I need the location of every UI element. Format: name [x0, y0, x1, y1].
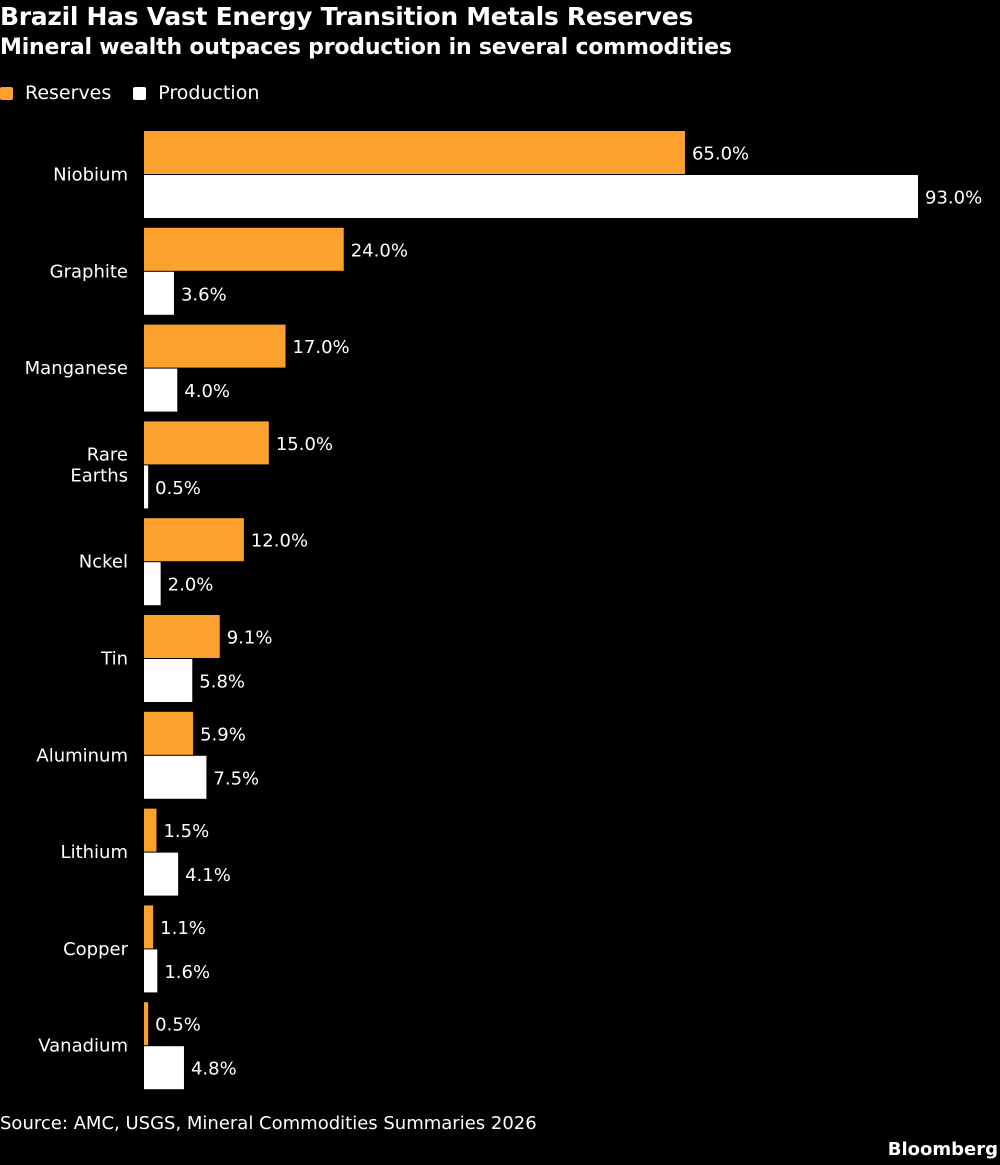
category-label-niobium: Niobium: [53, 165, 128, 186]
legend-swatch-reserves: [0, 86, 13, 100]
data-label-reserves-nckel: 12.0%: [251, 531, 308, 552]
data-label-production-vanadium: 4.8%: [191, 1059, 237, 1080]
data-label-production-rare-earths: 0.5%: [155, 478, 201, 499]
data-label-production-graphite: 3.6%: [181, 284, 227, 305]
bar-production-graphite: [144, 271, 174, 315]
category-label-copper: Copper: [63, 939, 129, 960]
data-label-production-niobium: 93.0%: [925, 188, 982, 209]
data-label-production-aluminum: 7.5%: [213, 768, 259, 789]
chart-subtitle: Mineral wealth outpaces production in se…: [0, 35, 732, 60]
bar-reserves-manganese: [144, 324, 286, 368]
bar-production-tin: [144, 659, 193, 702]
data-label-production-tin: 5.8%: [199, 672, 245, 693]
bar-production-manganese: [144, 368, 178, 412]
data-label-reserves-lithium: 1.5%: [163, 821, 209, 842]
category-label-graphite: Graphite: [50, 261, 128, 282]
bar-reserves-niobium: [144, 131, 685, 174]
source-note: Source: AMC, USGS, Mineral Commodities S…: [0, 1113, 537, 1134]
data-label-reserves-graphite: 24.0%: [351, 240, 408, 261]
chart-title: Brazil Has Vast Energy Transition Metals…: [0, 2, 694, 31]
legend-item-production: Production: [133, 82, 259, 104]
data-label-production-nckel: 2.0%: [168, 575, 214, 596]
data-label-reserves-tin: 9.1%: [227, 628, 273, 649]
bar-reserves-tin: [144, 615, 220, 658]
bar-reserves-lithium: [144, 808, 157, 852]
data-label-production-copper: 1.6%: [164, 962, 210, 983]
bar-production-aluminum: [144, 755, 207, 799]
bar-reserves-nckel: [144, 518, 244, 562]
legend-item-reserves: Reserves: [0, 82, 111, 104]
category-label-rare-earths: Rare Earths: [70, 444, 128, 486]
data-label-reserves-aluminum: 5.9%: [200, 724, 246, 745]
bar-reserves-vanadium: [144, 1002, 149, 1046]
legend-label-production: Production: [158, 82, 260, 104]
bar-production-lithium: [144, 852, 179, 896]
data-label-production-manganese: 4.0%: [184, 381, 230, 402]
chart-legend: Reserves Production: [0, 82, 281, 104]
category-label-aluminum: Aluminum: [36, 745, 128, 766]
bar-production-rare-earths: [144, 465, 149, 509]
bar-reserves-aluminum: [144, 711, 194, 755]
category-label-nckel: Nckel: [79, 552, 128, 573]
data-label-reserves-niobium: 65.0%: [692, 144, 749, 165]
bar-chart: Niobium 65.0% 93.0% Graphite 24.0% 3.6% Mangan…: [25, 131, 982, 1090]
bar-reserves-rare-earths: [144, 421, 269, 465]
category-label-vanadium: Vanadium: [38, 1036, 128, 1057]
data-label-reserves-vanadium: 0.5%: [155, 1015, 201, 1036]
category-label-tin: Tin: [100, 649, 128, 670]
bar-production-vanadium: [144, 1046, 184, 1090]
bar-reserves-graphite: [144, 227, 344, 271]
legend-swatch-production: [133, 86, 147, 100]
bloomberg-logo: Bloomberg: [887, 1139, 998, 1160]
bar-production-nckel: [144, 562, 161, 606]
category-label-manganese: Manganese: [25, 358, 128, 379]
data-label-production-lithium: 4.1%: [185, 865, 231, 886]
data-label-reserves-rare-earths: 15.0%: [276, 434, 333, 455]
category-label-lithium: Lithium: [61, 842, 128, 863]
data-label-reserves-copper: 1.1%: [160, 918, 206, 939]
bar-reserves-copper: [144, 905, 154, 949]
legend-label-reserves: Reserves: [25, 82, 112, 104]
data-label-reserves-manganese: 17.0%: [292, 337, 349, 358]
bar-production-copper: [144, 949, 158, 993]
bar-production-niobium: [144, 175, 918, 218]
